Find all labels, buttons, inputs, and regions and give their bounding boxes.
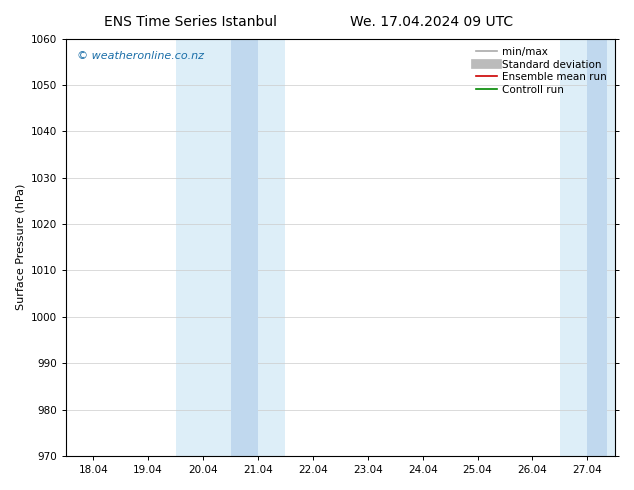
Y-axis label: Surface Pressure (hPa): Surface Pressure (hPa) (15, 184, 25, 311)
Bar (176, 39, 285, 456)
Text: ENS Time Series Istanbul: ENS Time Series Istanbul (104, 15, 276, 29)
Bar (587, 39, 607, 456)
Bar (560, 39, 615, 456)
Text: We. 17.04.2024 09 UTC: We. 17.04.2024 09 UTC (349, 15, 513, 29)
Bar (231, 39, 258, 456)
Legend: min/max, Standard deviation, Ensemble mean run, Controll run: min/max, Standard deviation, Ensemble me… (472, 44, 610, 98)
Text: © weatheronline.co.nz: © weatheronline.co.nz (77, 51, 204, 61)
